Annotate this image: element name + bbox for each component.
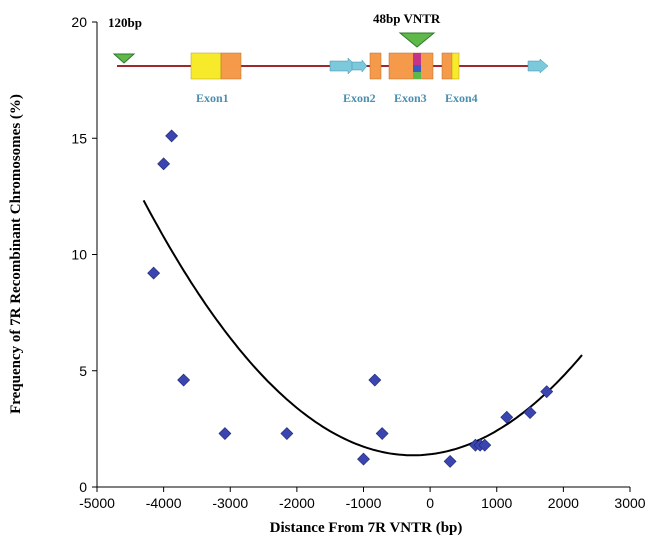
x-tick-label: 1000: [481, 495, 512, 511]
exon4-orange-block: [441, 52, 453, 80]
data-point: [368, 373, 382, 387]
data-point: [165, 129, 179, 143]
promoter-120bp-triangle: [112, 53, 136, 64]
y-tick-label: 20: [71, 14, 87, 30]
data-point: [357, 452, 370, 466]
exon3-label: Exon3: [394, 91, 427, 105]
x-tick-label: 2000: [548, 495, 579, 511]
exon2-block: [369, 52, 382, 80]
data-point: [523, 406, 537, 420]
x-tick-label: -3000: [212, 495, 248, 511]
vntr-green-block: [413, 72, 421, 79]
data-points: [147, 129, 554, 468]
label-48bp-vntr: 48bp VNTR: [373, 11, 441, 26]
x-tick-label: 0: [426, 495, 434, 511]
x-axis-title: Distance From 7R VNTR (bp): [270, 520, 463, 536]
x-tick-label: -4000: [146, 495, 182, 511]
label-120bp: 120bp: [108, 15, 142, 30]
x-ticks: -5000 -4000 -3000 -2000 -1000 0 1000 2000 3000: [79, 487, 646, 511]
x-tick-label: -1000: [346, 495, 382, 511]
x-tick-label: -2000: [279, 495, 315, 511]
exon1-label: Exon1: [196, 91, 229, 105]
y-tick-label: 15: [71, 130, 87, 146]
y-axis-title: Frequency of 7R Recombinant Chromosomes …: [8, 94, 24, 414]
gene-diagram: 120bp Exon1 48bp VNTR Exon2 Exon3 Exon4: [108, 11, 549, 105]
exon4-label: Exon4: [445, 91, 478, 105]
data-point: [375, 427, 389, 440]
exon1-orange-block: [220, 52, 242, 80]
data-point: [218, 427, 232, 440]
data-point: [500, 410, 514, 424]
exon1-yellow-block: [190, 52, 222, 80]
vntr-magenta-block: [413, 53, 421, 65]
data-point: [157, 157, 171, 171]
data-point: [443, 455, 457, 468]
y-tick-label: 10: [71, 247, 87, 263]
vntr-triangle: [398, 32, 436, 48]
data-point: [177, 373, 191, 387]
exon2-label: Exon2: [343, 91, 376, 105]
arrow-cyan-2: [351, 59, 368, 73]
arrow-cyan-end: [527, 58, 549, 74]
data-point: [478, 438, 492, 452]
y-tick-label: 5: [79, 363, 87, 379]
axes: -5000 -4000 -3000 -2000 -1000 0 1000 2000 3000 0…: [71, 14, 645, 511]
data-point: [147, 266, 161, 280]
y-ticks: 0 5 10 15 20: [71, 14, 97, 495]
exon3-block: [388, 52, 434, 80]
y-tick-label: 0: [79, 479, 87, 495]
data-point: [540, 385, 554, 399]
trendline: [142, 199, 583, 457]
data-point: [280, 427, 294, 440]
exon4-yellow-block: [451, 52, 460, 80]
vntr-blue-block: [413, 65, 421, 72]
x-tick-label: 3000: [614, 495, 645, 511]
x-tick-label: -5000: [79, 495, 115, 511]
